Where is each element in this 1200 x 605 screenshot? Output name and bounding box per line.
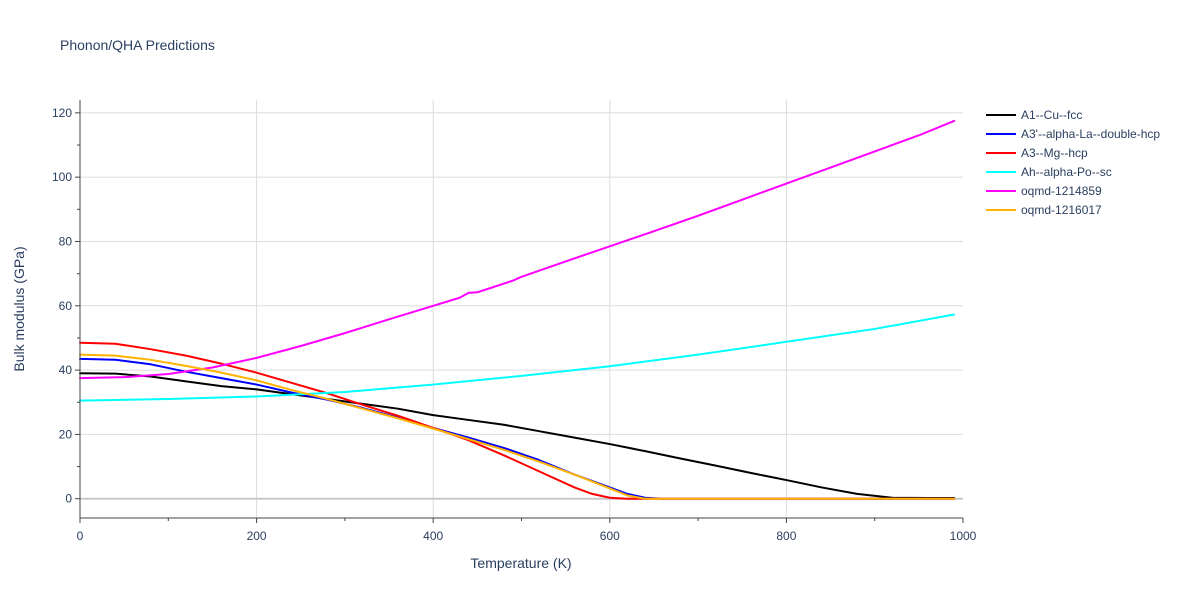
legend-label: oqmd-1216017 — [1021, 203, 1102, 217]
series-line-4 — [79, 313, 956, 402]
legend-item[interactable]: Ah--alpha-Po--sc — [986, 165, 1112, 179]
x-tick-label: 800 — [776, 529, 796, 543]
legend-label: A1--Cu--fcc — [1021, 108, 1082, 122]
x-tick-label: 0 — [77, 529, 84, 543]
legend-item[interactable]: A1--Cu--fcc — [986, 108, 1082, 122]
y-axis-title: Bulk modulus (GPa) — [11, 246, 27, 371]
x-tick-label: 200 — [247, 529, 267, 543]
x-tick-label: 600 — [600, 529, 620, 543]
legend[interactable]: A1--Cu--fcc A3'--alpha-La--double-hcp A3--… — [986, 108, 1160, 217]
y-tick-label: 0 — [65, 492, 72, 506]
y-tick-label: 100 — [52, 170, 72, 184]
legend-item[interactable]: oqmd-1216017 — [986, 203, 1102, 217]
legend-item[interactable]: A3'--alpha-La--double-hcp — [986, 127, 1160, 141]
x-tick-label: 400 — [423, 529, 443, 543]
x-tick-label: 1000 — [950, 529, 977, 543]
series-line-6 — [79, 353, 956, 500]
y-tick-label: 40 — [59, 363, 73, 377]
y-tick-label: 60 — [59, 299, 73, 313]
series-line-1 — [79, 372, 956, 500]
y-tick-label: 120 — [52, 106, 72, 120]
legend-label: A3'--alpha-La--double-hcp — [1021, 127, 1160, 141]
legend-item[interactable]: A3--Mg--hcp — [986, 146, 1088, 160]
legend-item[interactable]: oqmd-1214859 — [986, 184, 1102, 198]
series-line-5 — [79, 119, 956, 380]
y-tick-label: 80 — [59, 234, 73, 248]
legend-label: oqmd-1214859 — [1021, 184, 1102, 198]
x-axis-title: Temperature (K) — [470, 555, 571, 571]
axes: 0 200 400 600 800 1000 0 20 40 60 80 100 120 — [52, 100, 977, 543]
series-lines — [79, 119, 956, 500]
y-tick-label: 20 — [59, 427, 73, 441]
legend-label: A3--Mg--hcp — [1021, 146, 1088, 160]
chart-title: Phonon/QHA Predictions — [60, 37, 215, 53]
grid — [80, 100, 963, 518]
legend-label: Ah--alpha-Po--sc — [1021, 165, 1112, 179]
